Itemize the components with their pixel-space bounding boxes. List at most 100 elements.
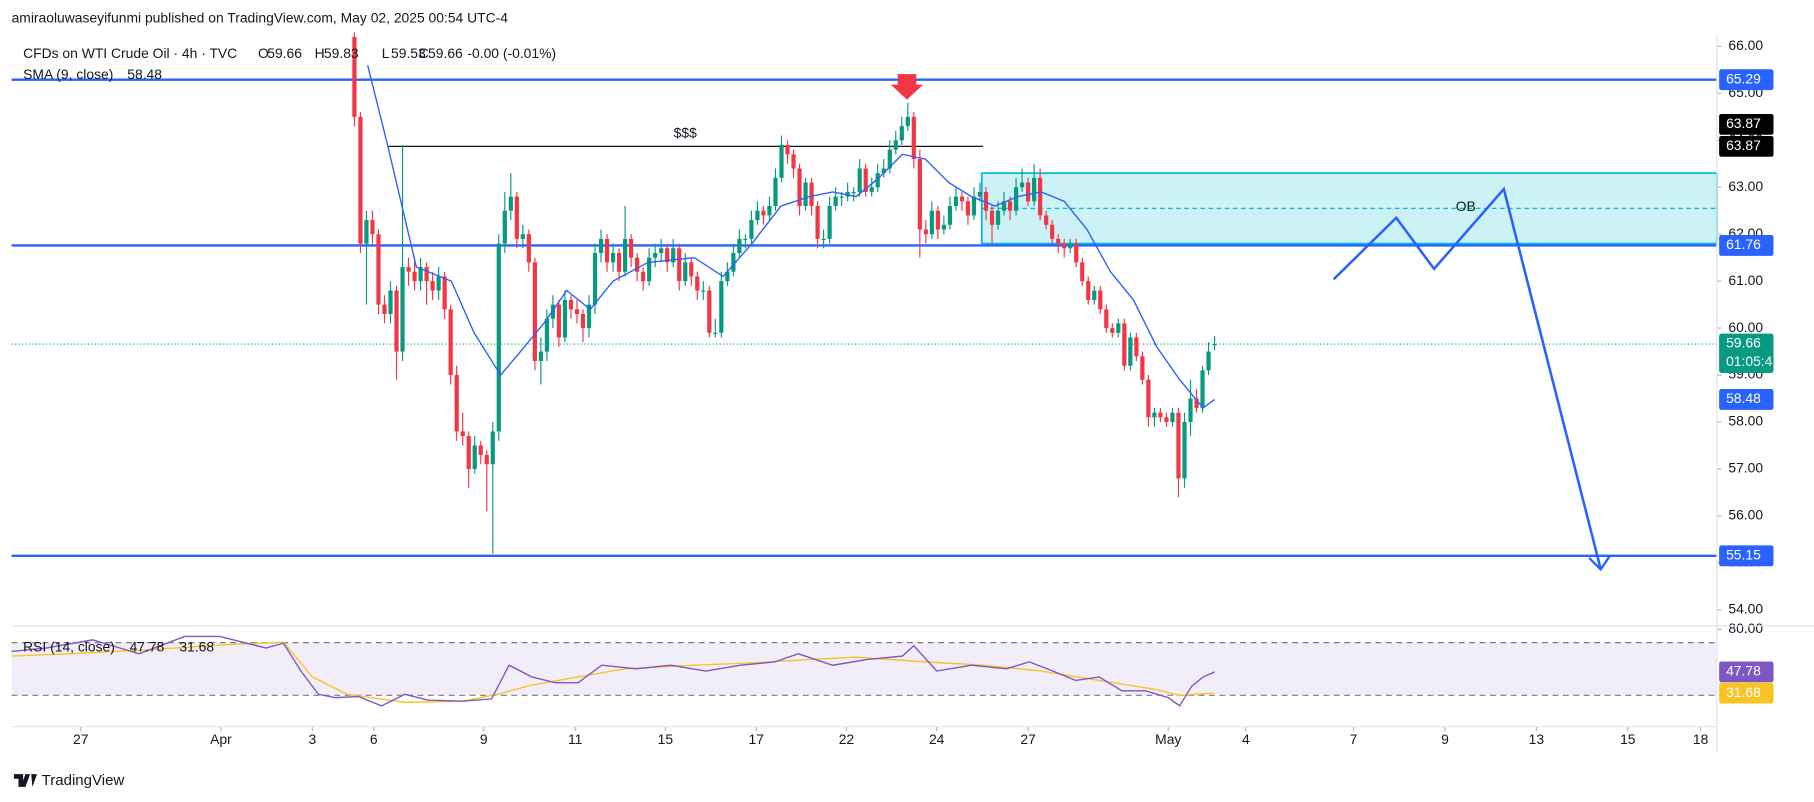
arrow-marker — [890, 74, 924, 100]
liquidity-price-label: 63.87 — [1726, 115, 1761, 131]
candle-body — [412, 271, 417, 282]
candle-body — [442, 276, 447, 310]
x-tick-label: 22 — [839, 731, 855, 747]
candle-body — [1001, 201, 1007, 211]
x-tick-label: 15 — [1620, 731, 1636, 747]
rsi-ma-value-label: 31.68 — [1726, 684, 1761, 700]
sma-price-label-bg — [1719, 389, 1774, 410]
candle-body — [1044, 215, 1049, 225]
candle-body — [959, 196, 965, 202]
candle-body — [773, 177, 778, 207]
candle-body — [923, 229, 928, 235]
rsi-value-label-bg — [1719, 661, 1774, 683]
candle-body — [899, 126, 904, 141]
candle-body — [1116, 323, 1121, 333]
y-tick-label: 56.00 — [1728, 507, 1763, 523]
candle-body — [803, 182, 808, 207]
candle-body — [833, 196, 838, 207]
candle-body — [683, 262, 688, 282]
x-tick-label: 15 — [658, 731, 674, 747]
candle-body — [731, 252, 736, 272]
candle-body — [677, 248, 682, 282]
level-label-bg — [1719, 545, 1774, 567]
candle-body — [695, 276, 700, 291]
candle-body — [689, 262, 694, 277]
candle-body — [1206, 351, 1211, 371]
liquidity-label: $$$ — [674, 124, 697, 140]
candle-body — [520, 234, 525, 239]
candle-body — [1158, 412, 1163, 418]
candle-body — [707, 290, 712, 333]
candle-body — [881, 168, 886, 174]
candle-body — [659, 248, 664, 253]
rsi-legend: RSI (14, close) — [23, 639, 115, 655]
candle-body — [791, 154, 796, 169]
candle-body — [550, 304, 556, 319]
candle-body — [713, 332, 718, 334]
candle-body — [827, 206, 832, 239]
sma-line — [366, 64, 1216, 409]
countdown: 01:05:41 — [1726, 353, 1780, 369]
candle-body — [472, 445, 477, 469]
candle-body — [598, 238, 604, 253]
x-tick-label: 9 — [480, 731, 488, 747]
candle-body — [809, 182, 814, 207]
candle-body — [1164, 417, 1169, 423]
rsi-ma-value-label-bg — [1719, 682, 1774, 704]
x-tick-label: 27 — [73, 731, 89, 747]
candle-body — [1050, 224, 1055, 239]
candle-body — [893, 140, 898, 150]
candle-body — [508, 196, 513, 211]
candle-body — [641, 271, 646, 282]
candle-body — [484, 454, 489, 465]
candle-body — [1140, 356, 1145, 380]
rsi-ma-legend-value: 31.68 — [179, 639, 214, 655]
y-tick-label: 57.00 — [1728, 460, 1763, 476]
candle-body — [604, 238, 610, 263]
candle-body — [430, 281, 435, 291]
candle-body — [1200, 370, 1205, 408]
candle-body — [406, 267, 411, 272]
candle-body — [917, 159, 922, 230]
candle-body — [863, 168, 868, 192]
candle-body — [490, 431, 495, 465]
order-block-label: OB — [1456, 198, 1476, 214]
candle-body — [869, 187, 874, 192]
candle-body — [376, 234, 381, 305]
sma-legend: SMA (9, close) — [23, 66, 113, 82]
candle-body — [1080, 262, 1085, 282]
candle-body — [905, 116, 910, 127]
candle-body — [502, 210, 507, 244]
x-tick-label: 3 — [308, 731, 316, 747]
candle-body — [1068, 243, 1073, 249]
ohlc-value: 59.83 — [324, 45, 359, 61]
candle-body — [1092, 290, 1097, 300]
level-label: 61.76 — [1726, 236, 1761, 252]
candle-body — [785, 144, 790, 155]
rsi-legend-value: 47.78 — [130, 639, 165, 655]
candle-body — [1212, 344, 1217, 346]
candle-body — [1128, 337, 1133, 366]
x-tick-label: 6 — [370, 731, 378, 747]
candle-body — [983, 191, 989, 211]
candle-body — [1086, 281, 1091, 300]
rsi-band — [11, 642, 1717, 696]
liquidity-price-label: 63.87 — [1726, 137, 1761, 153]
candle-body — [544, 318, 550, 352]
candle-body — [514, 196, 519, 239]
candle-body — [532, 262, 537, 361]
x-tick-label: 7 — [1350, 731, 1358, 747]
candle-body — [466, 436, 471, 469]
candle-body — [1182, 422, 1187, 479]
candle-body — [815, 206, 820, 239]
candle-body — [839, 196, 844, 198]
candle-body — [989, 210, 995, 225]
footer-logo: TradingView — [13, 772, 124, 789]
candle-body — [382, 304, 387, 315]
candle-body — [743, 238, 748, 241]
change-value: -0.00 (-0.01%) — [467, 45, 556, 61]
candle-body — [478, 445, 483, 455]
x-tick-label: 27 — [1020, 731, 1036, 747]
